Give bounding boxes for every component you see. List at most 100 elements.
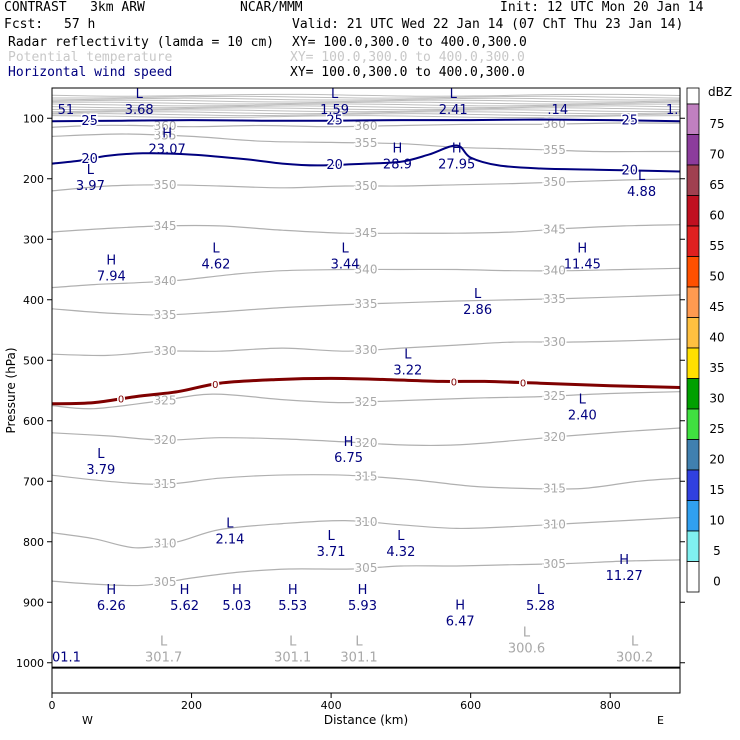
field-theta-xy: XY= 100.0,300.0 to 400.0,300.0 (290, 50, 525, 65)
field-wind-xy: XY= 100.0,300.0 to 400.0,300.0 (290, 65, 525, 80)
extremum-value: 5.62 (170, 599, 199, 614)
colorbar-level-label: 45 (709, 300, 724, 314)
extremum-value: 28.9 (383, 158, 412, 173)
extremum-value: 27.95 (438, 158, 475, 173)
extremum-value: 2.40 (568, 409, 597, 424)
theta-contour-label: 345 (355, 226, 378, 240)
extremum-marker: L (450, 87, 458, 102)
extremum-marker: H (162, 126, 172, 141)
extremum-value: 3.44 (331, 257, 360, 272)
colorbar-swatch (686, 103, 700, 135)
theta-contour-320 (52, 427, 680, 447)
theta-extremum-marker: L (523, 626, 531, 641)
extremum-marker: L (331, 87, 339, 102)
extremum-value: 3.68 (125, 103, 154, 118)
theta-contour-label: 325 (355, 395, 378, 409)
theta-contour-label: 310 (154, 537, 177, 551)
org-label: NCAR/MMM (240, 0, 303, 15)
colorbar-unit: dBZ (708, 85, 732, 99)
theta-contour-upper-band (52, 103, 680, 107)
extremum-value: 11.27 (606, 569, 643, 584)
edge-value-label: .14 (547, 103, 568, 118)
extremum-marker: H (106, 583, 116, 598)
extremum-marker: H (619, 553, 629, 568)
extremum-value: 6.47 (446, 614, 475, 629)
colorbar-level-label: 60 (709, 209, 724, 223)
colorbar-level-label: 55 (709, 239, 724, 253)
theta-contour-label: 305 (154, 575, 177, 589)
extremum-marker: H (358, 583, 368, 598)
theta-contour-label: 320 (355, 436, 378, 450)
theta-contour-label: 330 (355, 343, 378, 357)
extremum-value: 3.79 (86, 463, 115, 478)
extremum-value: 2.86 (463, 303, 492, 318)
colorbar-swatch (686, 225, 700, 257)
theta-contour-330 (52, 338, 680, 357)
theta-contour-335 (52, 294, 680, 316)
theta-contour-upper-band (52, 97, 680, 101)
x-tick-label: 600 (460, 699, 481, 712)
extremum-marker: H (288, 583, 298, 598)
plot-frame (51, 87, 681, 694)
extremum-marker: L (397, 529, 405, 544)
colorbar-level-label: 50 (709, 270, 724, 284)
extremum-marker: H (452, 142, 462, 157)
wind-contour-label: 25 (326, 114, 343, 129)
edge-value-label: 51 (58, 103, 75, 118)
theta-contour-label: 315 (543, 482, 566, 496)
extremum-marker: L (474, 287, 482, 302)
theta-contour-upper-band (52, 101, 680, 105)
theta-contour-label: 325 (543, 389, 566, 403)
theta-contour-label: 335 (355, 297, 378, 311)
extremum-marker: H (393, 142, 403, 157)
colorbar-level-label: 75 (709, 117, 724, 131)
wind-contour-label: 25 (81, 114, 98, 129)
wind-contour-25 (52, 118, 680, 123)
theta-contour-label: 340 (543, 264, 566, 278)
theta-extremum-value: 301.1 (274, 651, 311, 666)
extremum-value: 5.53 (278, 599, 307, 614)
y-axis-label: Pressure (hPa) (4, 347, 18, 433)
edge-value-label: 1.88 (666, 103, 695, 118)
y-tick-label: 600 (23, 415, 44, 428)
init-time: Init: 12 UTC Mon 20 Jan 14 (500, 0, 704, 15)
theta-contour-360 (52, 122, 680, 128)
theta-contour-345 (52, 224, 680, 235)
theta-contour-upper-band (52, 105, 680, 109)
extremum-marker: L (327, 529, 335, 544)
colorbar-swatch (686, 469, 700, 501)
y-tick-label: 400 (23, 294, 44, 307)
theta-contour-label: 340 (154, 274, 177, 288)
reflectivity-contour-label: 0 (212, 380, 218, 391)
extremum-marker: H (232, 583, 242, 598)
colorbar-level-label: 40 (709, 331, 724, 345)
theta-contour-340 (52, 267, 680, 289)
theta-contour-label: 315 (154, 477, 177, 491)
colorbar-level-label: 65 (709, 178, 724, 192)
colorbar-level-label: 30 (709, 392, 724, 406)
forecast-label: Fcst: (4, 17, 44, 32)
field-reflectivity-xy: XY= 100.0,300.0 to 400.0,300.0 (292, 35, 527, 50)
reflectivity-contour-label: 0 (451, 377, 457, 388)
extremum-marker: L (226, 517, 234, 532)
extremum-marker: L (537, 583, 545, 598)
y-tick-label: 900 (23, 596, 44, 609)
plot-contents: 305 305 305 310 310 310 315 315 315 320 320 320 325 3… (52, 87, 695, 669)
y-tick-label: 1000 (16, 657, 44, 670)
theta-contour-label: 355 (154, 128, 177, 142)
colorbar-level-label: 15 (709, 483, 724, 497)
extremum-value: 23.07 (149, 142, 186, 157)
theta-extremum-marker: L (160, 635, 168, 650)
extremum-value: 4.88 (627, 185, 656, 200)
y-tick-label: 800 (23, 536, 44, 549)
theta-contour-label: 360 (154, 119, 177, 133)
extremum-value: 4.32 (386, 545, 415, 560)
theta-contour-label: 305 (543, 557, 566, 571)
theta-contour-label: 320 (543, 430, 566, 444)
colorbar-swatch (686, 378, 700, 410)
theta-contour-label: 355 (543, 143, 566, 157)
y-tick-label: 500 (23, 354, 44, 367)
theta-contour-label: 330 (154, 344, 177, 358)
